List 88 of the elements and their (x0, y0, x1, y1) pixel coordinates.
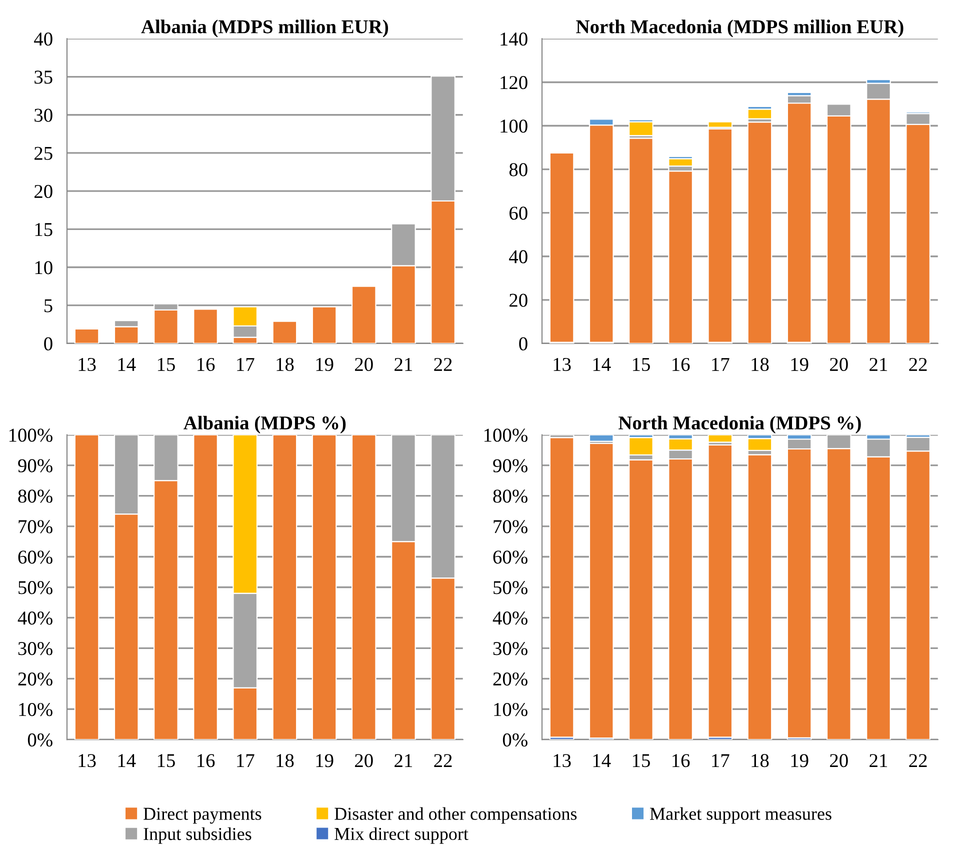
y-tick-label: 30% (18, 642, 52, 656)
y-tick-label: 60% (493, 550, 528, 564)
x-tick-label: 17 (712, 358, 730, 371)
x-tick-label: 21 (870, 358, 888, 371)
y-tick-label: 60 (510, 206, 528, 220)
x-tick-label: 20 (830, 754, 848, 768)
y-tick-label: 80% (493, 490, 528, 503)
x-tick-label: 22 (909, 358, 927, 371)
y-tick-label: 50% (494, 581, 528, 594)
x-tick-label: 13 (554, 754, 571, 768)
y-tick-label: 80 (509, 163, 528, 176)
x-tick-label: 16 (198, 358, 215, 372)
x-tick-label: 17 (237, 358, 254, 371)
x-tick-label: 21 (394, 754, 412, 767)
y-tick-label: 0% (28, 733, 52, 747)
y-tick-label: 10% (19, 702, 52, 716)
x-tick-label: 22 (909, 754, 927, 767)
y-tick-label: 40% (492, 612, 528, 625)
x-tick-label: 18 (752, 358, 769, 372)
x-tick-label: 21 (394, 358, 412, 371)
x-tick-label: 14 (118, 358, 136, 371)
chart-title: Albania (MDPS million EUR) (141, 20, 388, 38)
y-tick-label: 90% (493, 459, 528, 472)
y-tick-label: 15 (35, 223, 52, 236)
legend-label: Mix direct support (334, 827, 468, 844)
y-tick-label: 20% (493, 672, 528, 686)
x-tick-label: 19 (791, 358, 808, 372)
x-tick-label: 19 (316, 754, 334, 768)
x-tick-label: 15 (158, 754, 175, 768)
legend-label: Direct payments (144, 808, 262, 824)
y-tick-label: 30% (493, 642, 528, 656)
chart-title: North Macedonia (MDPS %) (618, 416, 861, 434)
y-tick-label: 20 (34, 184, 52, 198)
y-tick-label: 5 (44, 299, 52, 312)
chart-title: Albania (MDPS %) (184, 416, 346, 434)
y-tick-label: 25 (34, 146, 52, 160)
x-tick-label: 19 (791, 754, 808, 768)
x-tick-label: 13 (554, 358, 571, 372)
y-tick-label: 40% (18, 612, 52, 625)
y-tick-label: 0% (502, 733, 528, 747)
y-tick-label: 100% (484, 428, 528, 442)
y-tick-label: 30 (34, 108, 52, 122)
y-tick-label: 100% (9, 428, 52, 442)
x-tick-label: 18 (276, 754, 294, 768)
x-tick-label: 15 (158, 358, 175, 372)
y-tick-label: 90% (18, 459, 52, 472)
x-tick-label: 14 (593, 754, 611, 767)
x-tick-label: 14 (118, 754, 136, 767)
chart-title: North Macedonia (MDPS million EUR) (576, 20, 904, 38)
y-tick-label: 70% (494, 520, 528, 534)
y-tick-label: 50% (18, 581, 52, 594)
legend-label: Input subsidies (144, 827, 252, 844)
y-tick-label: 60% (18, 550, 52, 564)
legend-label: Market support measures (650, 807, 832, 824)
x-tick-label: 16 (672, 754, 690, 768)
x-tick-label: 19 (316, 358, 334, 372)
x-tick-label: 16 (198, 754, 215, 768)
x-tick-label: 14 (593, 358, 611, 371)
y-tick-label: 140 (500, 32, 528, 46)
y-tick-label: 10 (35, 261, 52, 274)
x-tick-label: 17 (712, 754, 730, 767)
y-tick-label: 0 (44, 337, 52, 350)
y-tick-label: 80% (18, 490, 52, 503)
x-tick-label: 20 (830, 358, 848, 372)
x-tick-label: 13 (78, 358, 96, 372)
x-tick-label: 15 (632, 358, 650, 372)
y-tick-label: 0 (519, 337, 528, 350)
y-tick-label: 20 (510, 294, 528, 307)
y-tick-label: 20% (18, 672, 52, 686)
x-tick-label: 20 (355, 754, 373, 768)
y-tick-label: 100 (500, 120, 528, 133)
x-tick-label: 22 (434, 754, 452, 767)
x-tick-label: 17 (237, 754, 254, 767)
legend-label: Disaster and other compensations (334, 807, 577, 824)
x-tick-label: 22 (434, 358, 452, 371)
y-tick-label: 40 (34, 32, 52, 46)
y-tick-label: 35 (34, 70, 52, 84)
x-tick-label: 18 (276, 358, 294, 372)
y-tick-label: 70% (18, 520, 52, 534)
y-tick-label: 40 (509, 250, 528, 264)
x-tick-label: 21 (870, 754, 888, 767)
x-tick-label: 16 (672, 358, 690, 372)
x-tick-label: 15 (632, 754, 650, 768)
x-tick-label: 18 (752, 754, 769, 768)
x-tick-label: 20 (355, 358, 373, 372)
y-tick-label: 120 (500, 76, 528, 90)
y-tick-label: 10% (494, 702, 528, 716)
x-tick-label: 13 (78, 754, 96, 768)
